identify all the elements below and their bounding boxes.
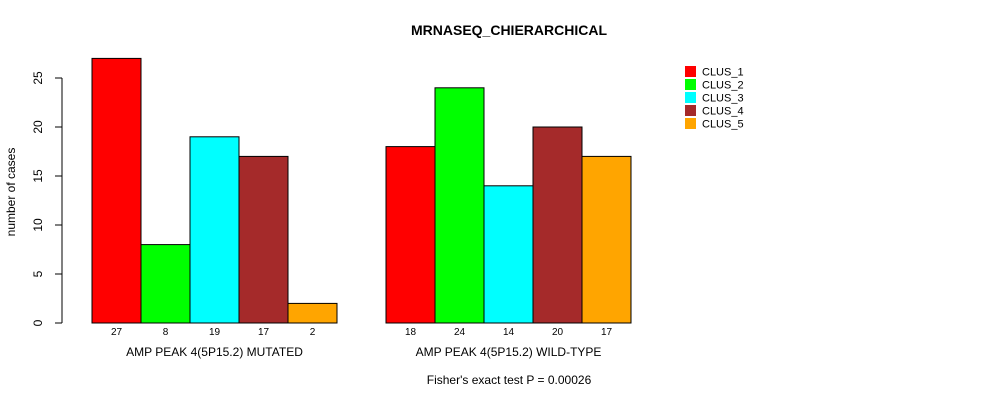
y-tick-label: 5 xyxy=(31,270,45,277)
group-labels: AMP PEAK 4(5P15.2) MUTATED AMP PEAK 4(5P1… xyxy=(126,345,601,359)
bar-mutated-clus-5 xyxy=(287,302,338,324)
bar-wild-type-clus-3 xyxy=(483,185,534,324)
bar-value-label: 14 xyxy=(503,327,515,338)
bars xyxy=(91,57,632,324)
bar-wild-type-clus-5 xyxy=(581,155,632,324)
bar-value-label: 2 xyxy=(310,327,316,338)
bar-wild-type-clus-2 xyxy=(434,87,485,324)
y-axis: 0 5 10 15 20 25 xyxy=(31,71,63,326)
legend-swatch-clus-2 xyxy=(685,79,696,90)
bar-value-label: 18 xyxy=(405,327,417,338)
bar-labels: 27 8 19 17 2 18 24 14 20 17 xyxy=(111,327,613,338)
y-axis-label: number of cases xyxy=(4,148,18,237)
fisher-test-footnote: Fisher's exact test P = 0.00026 xyxy=(427,373,592,387)
legend-swatch-clus-4 xyxy=(685,105,696,116)
legend-swatch-clus-3 xyxy=(685,92,696,103)
y-tick-label: 25 xyxy=(31,71,45,85)
legend-label: CLUS_4 xyxy=(702,106,744,118)
y-tick-label: 0 xyxy=(31,319,45,326)
y-tick-label: 10 xyxy=(31,218,45,232)
bar-wild-type-clus-4 xyxy=(532,126,583,324)
legend-label: CLUS_2 xyxy=(702,80,744,92)
y-tick-label: 20 xyxy=(31,120,45,134)
legend-label: CLUS_1 xyxy=(702,67,744,79)
bar-mutated-clus-1 xyxy=(91,57,142,324)
bar-value-label: 8 xyxy=(163,327,169,338)
bar-value-label: 27 xyxy=(111,327,123,338)
legend-label: CLUS_5 xyxy=(702,119,744,131)
legend-swatch-clus-5 xyxy=(685,118,696,129)
legend-label: CLUS_3 xyxy=(702,93,744,105)
bar-mutated-clus-2 xyxy=(140,244,191,324)
group-label: AMP PEAK 4(5P15.2) WILD-TYPE xyxy=(416,345,602,359)
bar-value-label: 24 xyxy=(454,327,466,338)
bar-value-label: 17 xyxy=(601,327,613,338)
bar-mutated-clus-4 xyxy=(238,155,289,324)
bar-value-label: 20 xyxy=(552,327,564,338)
bar-value-label: 19 xyxy=(209,327,221,338)
bar-value-label: 17 xyxy=(258,327,270,338)
chart-title: MRNASEQ_CHIERARCHICAL xyxy=(411,22,607,38)
y-tick-label: 15 xyxy=(31,169,45,183)
bar-wild-type-clus-1 xyxy=(385,146,436,324)
legend-swatch-clus-1 xyxy=(685,66,696,77)
group-label: AMP PEAK 4(5P15.2) MUTATED xyxy=(126,345,303,359)
bar-mutated-clus-3 xyxy=(189,136,240,324)
